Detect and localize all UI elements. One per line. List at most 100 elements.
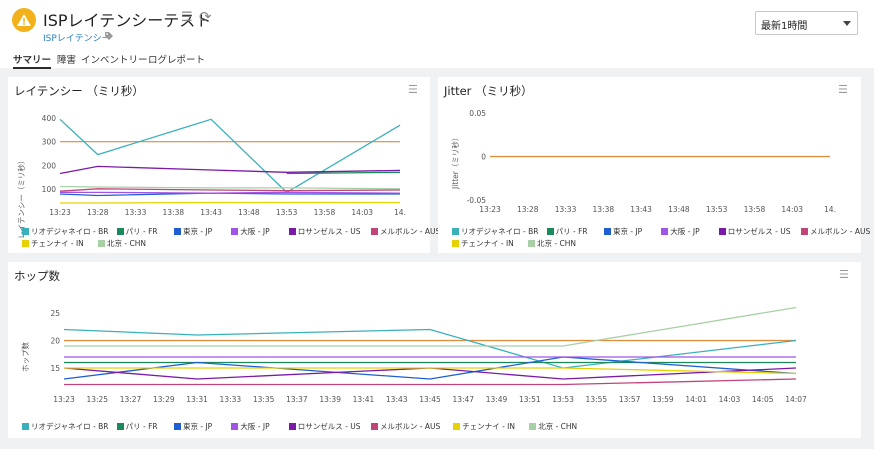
- legend-item[interactable]: 東京 - JP: [174, 226, 212, 237]
- x-tick-label: 13:38: [593, 205, 615, 214]
- legend-item[interactable]: リオデジャネイロ - BR: [22, 421, 108, 432]
- latency-legend: リオデジャネイロ - BR パリ - FR 東京 - JP 大阪 - JP ロサンゼルス…: [22, 226, 440, 250]
- x-tick-label: 13:45: [419, 395, 441, 404]
- x-tick-label: 13:39: [319, 395, 341, 404]
- menu-icon[interactable]: ☰: [181, 10, 193, 25]
- refresh-icon[interactable]: ⟳: [199, 8, 212, 26]
- y-tick-label: -0.05: [467, 196, 487, 205]
- y-tick-label: 300: [42, 138, 57, 147]
- legend-label: リオデジャネイロ - BR: [31, 227, 109, 236]
- legend-label: 東京 - JP: [183, 227, 213, 236]
- time-range-select[interactable]: 最新1時間: [755, 11, 858, 35]
- menu-icon[interactable]: ☰: [838, 83, 848, 96]
- legend-item[interactable]: メルボルン - AUS: [371, 421, 440, 432]
- legend-swatch: [453, 423, 461, 430]
- legend-item[interactable]: 東京 - JP: [604, 226, 642, 237]
- legend-item[interactable]: チェンナイ - IN: [453, 421, 515, 432]
- legend-label: 東京 - JP: [613, 227, 643, 236]
- x-tick-label: 13:48: [668, 205, 690, 214]
- legend-item[interactable]: 北京 - CHN: [528, 238, 576, 249]
- x-tick-label: 13:58: [744, 205, 766, 214]
- legend-item[interactable]: パリ - FR: [116, 421, 158, 432]
- legend-label: ロサンゼルス - US: [297, 422, 361, 431]
- tag-icon[interactable]: [104, 31, 114, 41]
- legend-label: メルボルン - AUS: [380, 227, 441, 236]
- x-tick-label: 14:03: [781, 205, 803, 214]
- hops-ylabel: ホップ数: [20, 342, 30, 372]
- legend-label: リオデジャネイロ - BR: [31, 422, 109, 431]
- legend-label: メルボルン - AUS: [810, 227, 871, 236]
- tab-log-report[interactable]: ログレポート: [148, 55, 206, 66]
- legend-label: 大阪 - JP: [240, 422, 270, 431]
- jitter-ylabel: Jitter（ミリ秒）: [450, 134, 460, 190]
- series-line: [286, 171, 401, 175]
- legend-item[interactable]: ロサンゼルス - US: [288, 226, 361, 237]
- legend-item[interactable]: メルボルン - AUS: [801, 226, 870, 237]
- legend-label: チェンナイ - IN: [461, 239, 514, 248]
- menu-icon[interactable]: ☰: [839, 268, 849, 281]
- x-tick-label: 14:01: [685, 395, 707, 404]
- series-line: [64, 306, 797, 347]
- legend-swatch: [288, 423, 296, 430]
- legend-swatch: [452, 240, 459, 247]
- x-tick-label: 14:03: [351, 208, 373, 217]
- legend-swatch: [661, 228, 669, 235]
- warning-icon: [12, 8, 36, 32]
- y-tick-label: 100: [42, 185, 57, 194]
- y-tick-label: 15: [50, 364, 60, 373]
- x-tick-label: 13:23: [479, 205, 501, 214]
- legend-item[interactable]: パリ - FR: [546, 226, 588, 237]
- legend-swatch: [718, 228, 726, 235]
- legend-item[interactable]: リオデジャネイロ - BR: [452, 226, 538, 237]
- x-tick-label: 13:49: [486, 395, 508, 404]
- x-tick-label: 13:33: [220, 395, 242, 404]
- tab-faults[interactable]: 障害: [57, 55, 77, 66]
- tab-summary[interactable]: サマリー: [13, 52, 52, 69]
- y-tick-label: 200: [42, 161, 57, 170]
- x-tick-label: 13:55: [586, 395, 608, 404]
- x-tick-label: 13:28: [87, 208, 109, 217]
- series-line: [59, 118, 401, 194]
- legend-item[interactable]: 北京 - CHN: [98, 238, 146, 249]
- legend-item[interactable]: チェンナイ - IN: [452, 238, 514, 249]
- page-title: ISPレイテンシーテスト: [43, 11, 212, 30]
- tab-inventory[interactable]: インベントリー: [81, 55, 148, 66]
- legend-swatch: [452, 228, 459, 235]
- legend-item[interactable]: パリ - FR: [116, 226, 158, 237]
- legend-item[interactable]: 大阪 - JP: [661, 226, 700, 237]
- legend-swatch: [288, 228, 296, 235]
- x-tick-label: 13:57: [619, 395, 641, 404]
- x-tick-label: 13:59: [652, 395, 674, 404]
- latency-panel: レイテンシー （ミリ秒） ☰ レイテンシー（ミリ秒） 400 300 200 100 1…: [8, 77, 440, 253]
- x-tick-label: 13:35: [253, 395, 275, 404]
- x-tick-label: 13:23: [53, 395, 75, 404]
- x-tick-label: 13:25: [86, 395, 108, 404]
- legend-item[interactable]: チェンナイ - IN: [22, 238, 84, 249]
- x-tick-label: 13:37: [286, 395, 308, 404]
- x-tick-label: 13:41: [353, 395, 375, 404]
- series-line: [64, 367, 797, 375]
- y-tick-label: 25: [50, 309, 60, 318]
- y-tick-label: 0.05: [469, 109, 486, 118]
- legend-item[interactable]: 北京 - CHN: [529, 421, 577, 432]
- legend-item[interactable]: 東京 - JP: [174, 421, 212, 432]
- legend-item[interactable]: 大阪 - JP: [231, 421, 270, 432]
- x-tick-label: 14.: [394, 208, 406, 217]
- legend-swatch: [371, 228, 378, 235]
- breadcrumb[interactable]: ISPレイテンシー: [43, 34, 111, 44]
- legend-label: ロサンゼルス - US: [727, 227, 791, 236]
- menu-icon[interactable]: ☰: [408, 83, 418, 96]
- legend-item[interactable]: リオデジャネイロ - BR: [22, 226, 108, 237]
- legend-swatch: [529, 423, 537, 430]
- legend-item[interactable]: ロサンゼルス - US: [718, 226, 791, 237]
- legend-item[interactable]: メルボルン - AUS: [371, 226, 440, 237]
- hops-chart: ホップ数 25 20 15 13:23 13:25 13:27 13:29 13:31 13:3…: [20, 306, 807, 404]
- legend-item[interactable]: ロサンゼルス - US: [288, 421, 361, 432]
- legend-swatch: [22, 240, 29, 247]
- legend-label: 大阪 - JP: [670, 227, 700, 236]
- x-tick-label: 13:43: [200, 208, 222, 217]
- hops-panel: ホップ数 ☰ ホップ数 25 20 15 13:23 13:25 13:27 13:29 13…: [8, 262, 861, 438]
- series-line: [59, 185, 401, 190]
- legend-item[interactable]: 大阪 - JP: [231, 226, 270, 237]
